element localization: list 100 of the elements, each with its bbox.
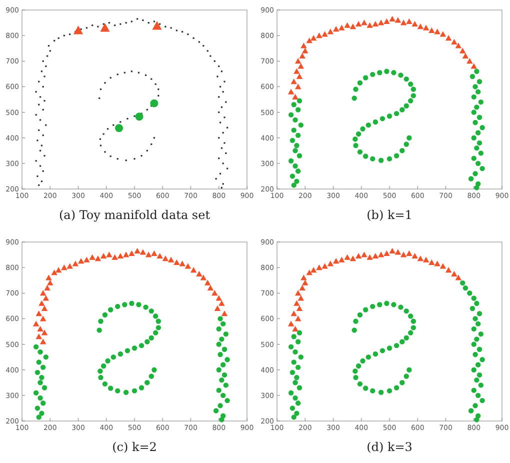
point — [322, 31, 328, 37]
point — [384, 250, 390, 256]
point — [150, 99, 158, 108]
point — [299, 284, 306, 291]
point — [134, 248, 140, 254]
point — [327, 260, 334, 266]
point — [422, 24, 430, 30]
point — [36, 333, 42, 340]
point — [445, 267, 452, 273]
point — [296, 305, 303, 311]
point — [145, 252, 152, 258]
text: (b) k=1 — [366, 208, 412, 222]
point — [316, 32, 322, 38]
point — [61, 264, 68, 270]
point — [100, 23, 110, 32]
point — [46, 274, 52, 280]
point — [428, 259, 435, 265]
text: (c) k=2 — [112, 440, 157, 454]
point — [338, 256, 345, 262]
point — [214, 305, 221, 311]
point — [372, 252, 379, 259]
point — [292, 94, 298, 100]
point — [294, 68, 300, 74]
point — [294, 58, 302, 64]
point — [294, 316, 302, 322]
point — [344, 22, 350, 28]
point — [378, 252, 384, 258]
point — [184, 263, 192, 269]
point — [41, 330, 48, 336]
point — [66, 263, 73, 269]
point — [218, 300, 225, 306]
point — [40, 290, 46, 296]
point — [288, 88, 294, 94]
point — [174, 259, 180, 265]
point — [332, 258, 340, 264]
point — [42, 295, 50, 301]
point — [306, 270, 312, 276]
point — [204, 280, 211, 286]
point — [366, 254, 373, 260]
point — [100, 252, 107, 259]
point — [355, 252, 362, 259]
point — [36, 310, 42, 316]
point — [327, 28, 334, 34]
point — [460, 48, 466, 54]
point — [466, 58, 473, 64]
point — [300, 274, 307, 280]
point — [207, 284, 214, 291]
point — [378, 20, 384, 26]
point — [221, 310, 228, 316]
point — [428, 27, 435, 33]
point — [216, 295, 222, 301]
point — [417, 24, 424, 30]
point — [294, 290, 302, 296]
point — [290, 310, 297, 316]
point — [389, 16, 396, 22]
point — [462, 52, 469, 59]
point — [152, 21, 162, 30]
point — [294, 84, 302, 90]
point — [38, 300, 45, 306]
point — [47, 280, 54, 286]
point — [322, 263, 328, 269]
point — [389, 248, 396, 254]
point — [406, 18, 412, 24]
point — [422, 256, 430, 262]
point — [151, 250, 158, 256]
point — [117, 252, 124, 259]
point — [451, 270, 458, 276]
point — [445, 35, 452, 41]
point — [288, 320, 294, 326]
point — [200, 274, 207, 280]
point — [412, 252, 418, 259]
point — [440, 263, 446, 269]
point — [406, 250, 412, 256]
point — [300, 42, 307, 48]
point — [40, 338, 46, 344]
point — [41, 305, 48, 311]
point — [299, 52, 306, 59]
point — [115, 124, 124, 132]
point — [135, 112, 144, 121]
text: (a) Toy manifold data set — [58, 208, 210, 222]
point — [470, 63, 477, 69]
point — [51, 270, 58, 276]
point — [302, 48, 308, 54]
point — [455, 42, 462, 48]
point — [316, 264, 322, 270]
point — [106, 252, 112, 258]
point — [394, 249, 402, 255]
point — [122, 252, 130, 258]
point — [140, 249, 146, 255]
point — [84, 256, 90, 262]
point — [156, 252, 163, 259]
point — [292, 326, 298, 332]
point — [73, 26, 84, 34]
point — [440, 31, 446, 37]
point — [94, 256, 102, 262]
point — [338, 24, 345, 30]
point — [366, 22, 373, 28]
point — [394, 17, 402, 23]
point — [434, 260, 440, 266]
point — [212, 290, 218, 296]
